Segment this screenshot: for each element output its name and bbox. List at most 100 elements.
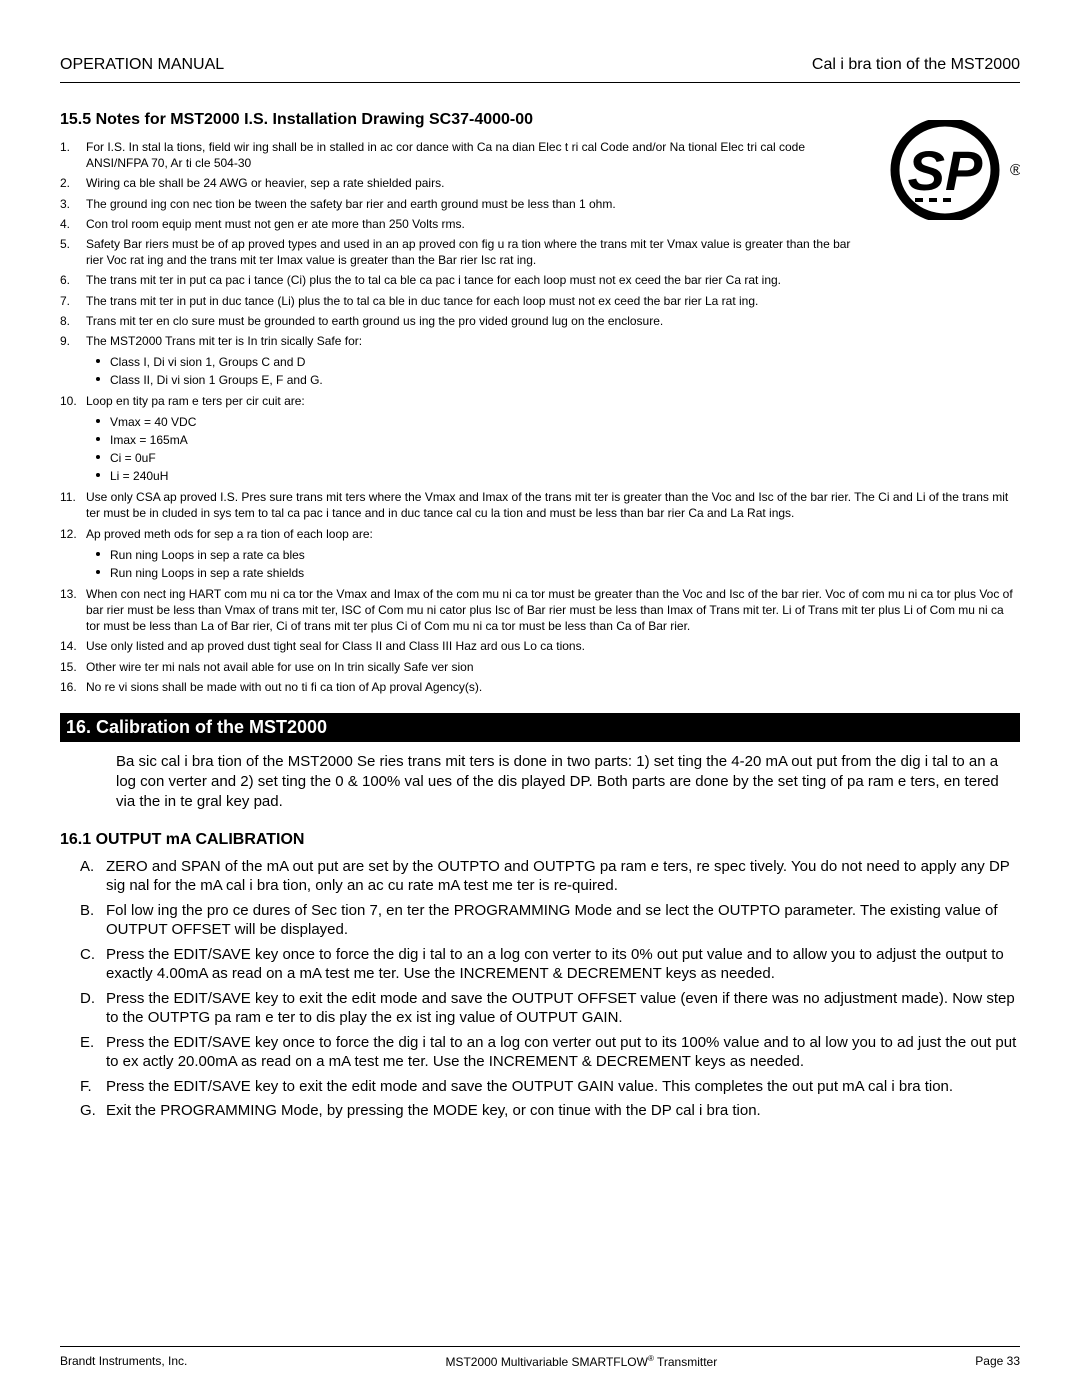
footer-left: Brandt Instruments, Inc.: [60, 1354, 187, 1369]
cal-step: D.Press the EDIT/SAVE key to exit the ed…: [106, 989, 1020, 1028]
footer-center: MST2000 Multivariable SMARTFLOW® Transmi…: [445, 1354, 717, 1369]
note-number: 13.: [60, 586, 77, 602]
note-number: 4.: [60, 216, 70, 232]
step-letter: G.: [80, 1101, 96, 1121]
note-text: Other wire ter mi nals not avail able fo…: [86, 660, 474, 674]
note-text: Use only listed and ap proved dust tight…: [86, 639, 585, 653]
note-number: 16.: [60, 679, 77, 695]
note-item: 15.Other wire ter mi nals not avail able…: [86, 659, 1020, 675]
note-text: Con trol room equip ment must not gen er…: [86, 217, 465, 231]
footer-center-b: Transmitter: [654, 1355, 717, 1369]
cal-step: E.Press the EDIT/SAVE key once to force …: [106, 1033, 1020, 1072]
calibration-steps-list: A. ZERO and SPAN of the mA out put are se…: [60, 857, 1020, 1121]
notes-list-bottom: 7. The trans mit ter in put in duc tance …: [60, 293, 1020, 695]
step-text: Press the EDIT/SAVE key once to force th…: [106, 1034, 1016, 1071]
note-item: 6.The trans mit ter in put ca pac i tanc…: [86, 272, 860, 288]
note-text: Trans mit ter en clo sure must be ground…: [86, 314, 663, 328]
section-16-1-title: 16.1 OUTPUT mA CALIBRATION: [60, 831, 1020, 849]
note-number: 11.: [60, 489, 76, 505]
note-item: 8.Trans mit ter en clo sure must be grou…: [86, 313, 1020, 329]
step-letter: C.: [80, 945, 95, 965]
bullet-item: Li = 240uH: [110, 467, 1020, 485]
note-text: No re vi sions shall be made with out no…: [86, 680, 482, 694]
bullet-item: Imax = 165mA: [110, 431, 1020, 449]
note-item: 13.When con nect ing HART com mu ni ca t…: [86, 586, 1020, 635]
note-number: 5.: [60, 236, 70, 252]
note-number: 1.: [60, 139, 70, 155]
note-number: 7.: [60, 293, 70, 309]
note-text: The trans mit ter in put ca pac i tance …: [86, 273, 781, 287]
cal-step: C.Press the EDIT/SAVE key once to force …: [106, 945, 1020, 984]
csa-logo-icon: SP ®: [885, 120, 1020, 220]
step-letter: D.: [80, 989, 95, 1009]
note-text: Safety Bar riers must be of ap proved ty…: [86, 237, 850, 267]
header-right: Cal i bra tion of the MST2000: [812, 56, 1020, 74]
step-text: Press the EDIT/SAVE key to exit the edit…: [106, 990, 1015, 1027]
note-item: 12.Ap proved meth ods for sep a ra tion …: [86, 526, 1020, 582]
section-16-heading-bar: 16. Calibration of the MST2000: [60, 713, 1020, 742]
section-15-5-title: 15.5 Notes for MST2000 I.S. Installation…: [60, 111, 1020, 129]
note-item: 14.Use only listed and ap proved dust ti…: [86, 638, 1020, 654]
bullet-item: Vmax = 40 VDC: [110, 413, 1020, 431]
step-letter: E.: [80, 1033, 94, 1053]
footer-rule: [60, 1346, 1020, 1347]
footer-center-a: MST2000 Multivariable SMARTFLOW: [445, 1355, 648, 1369]
step-text: Exit the PROGRAMMING Mode, by pressing t…: [106, 1102, 761, 1119]
bullet-item: Class I, Di vi sion 1, Groups C and D: [110, 353, 1020, 371]
note-text: Loop en tity pa ram e ters per cir cuit …: [86, 394, 305, 408]
note-number: 2.: [60, 175, 70, 191]
step-text: Press the EDIT/SAVE key once to force th…: [106, 946, 1004, 983]
note-item: 5.Safety Bar riers must be of ap proved …: [86, 236, 860, 268]
note-text: The MST2000 Trans mit ter is In trin sic…: [86, 334, 362, 348]
section-16-intro: Ba sic cal i bra tion of the MST2000 Se …: [60, 752, 1020, 813]
note-text: When con nect ing HART com mu ni ca tor …: [86, 587, 1013, 633]
note-number: 3.: [60, 196, 70, 212]
note-text: Use only CSA ap proved I.S. Pres sure tr…: [86, 490, 1008, 520]
footer-right: Page 33: [975, 1354, 1020, 1369]
note-number: 12.: [60, 526, 77, 542]
note-text: Wiring ca ble shall be 24 AWG or heavier…: [86, 176, 444, 190]
step-letter: A.: [80, 857, 94, 877]
note-number: 6.: [60, 272, 70, 288]
note-item: 3.The ground ing con nec tion be tween t…: [86, 196, 860, 212]
step-text: Press the EDIT/SAVE key to exit the edit…: [106, 1078, 953, 1095]
bullet-item: Ci = 0uF: [110, 449, 1020, 467]
bullet-item: Run ning Loops in sep a rate shields: [110, 564, 1020, 582]
cal-step: F.Press the EDIT/SAVE key to exit the ed…: [106, 1077, 1020, 1097]
page-footer: Brandt Instruments, Inc. MST2000 Multiva…: [60, 1354, 1020, 1369]
cal-step: B.Fol low ing the pro ce dures of Sec ti…: [106, 901, 1020, 940]
header-left: OPERATION MANUAL: [60, 56, 224, 74]
note-text: The trans mit ter in put in duc tance (L…: [86, 294, 758, 308]
header-rule: [60, 82, 1020, 83]
note-text: The ground ing con nec tion be tween the…: [86, 197, 616, 211]
notes-list-top: 1. For I.S. In stal la tions, field wir i…: [60, 139, 1020, 289]
note-item: 11.Use only CSA ap proved I.S. Pres sure…: [86, 489, 1020, 521]
note-text: Ap proved meth ods for sep a ra tion of …: [86, 527, 373, 541]
note-item: 7.The trans mit ter in put in duc tance …: [86, 293, 1020, 309]
step-letter: F.: [80, 1077, 92, 1097]
step-text: ZERO and SPAN of the mA out put are set …: [106, 858, 1010, 895]
note-item: 4.Con trol room equip ment must not gen …: [86, 216, 860, 232]
step-text: Fol low ing the pro ce dures of Sec tion…: [106, 902, 998, 939]
note-item: 2.Wiring ca ble shall be 24 AWG or heavi…: [86, 175, 860, 191]
step-letter: B.: [80, 901, 94, 921]
note-number: 15.: [60, 659, 77, 675]
note-item: 9.The MST2000 Trans mit ter is In trin s…: [86, 333, 1020, 389]
note-item: 1.For I.S. In stal la tions, field wir i…: [86, 139, 860, 171]
cal-step: G.Exit the PROGRAMMING Mode, by pressing…: [106, 1101, 1020, 1121]
bullet-list: Run ning Loops in sep a rate ca bles Run…: [86, 546, 1020, 582]
note-text: For I.S. In stal la tions, field wir ing…: [86, 140, 805, 170]
note-number: 14.: [60, 638, 77, 654]
cal-step: A.ZERO and SPAN of the mA out put are se…: [106, 857, 1020, 896]
bullet-item: Class II, Di vi sion 1 Groups E, F and G…: [110, 371, 1020, 389]
svg-text:SP: SP: [908, 139, 983, 202]
note-item: 10.Loop en tity pa ram e ters per cir cu…: [86, 393, 1020, 485]
page-header: OPERATION MANUAL Cal i bra tion of the M…: [60, 56, 1020, 74]
note-number: 10.: [60, 393, 77, 409]
bullet-list: Vmax = 40 VDC Imax = 165mA Ci = 0uF Li =…: [86, 413, 1020, 485]
note-number: 9.: [60, 333, 70, 349]
bullet-list: Class I, Di vi sion 1, Groups C and D Cl…: [86, 353, 1020, 389]
note-item: 16.No re vi sions shall be made with out…: [86, 679, 1020, 695]
note-number: 8.: [60, 313, 70, 329]
svg-text:®: ®: [1010, 162, 1020, 179]
